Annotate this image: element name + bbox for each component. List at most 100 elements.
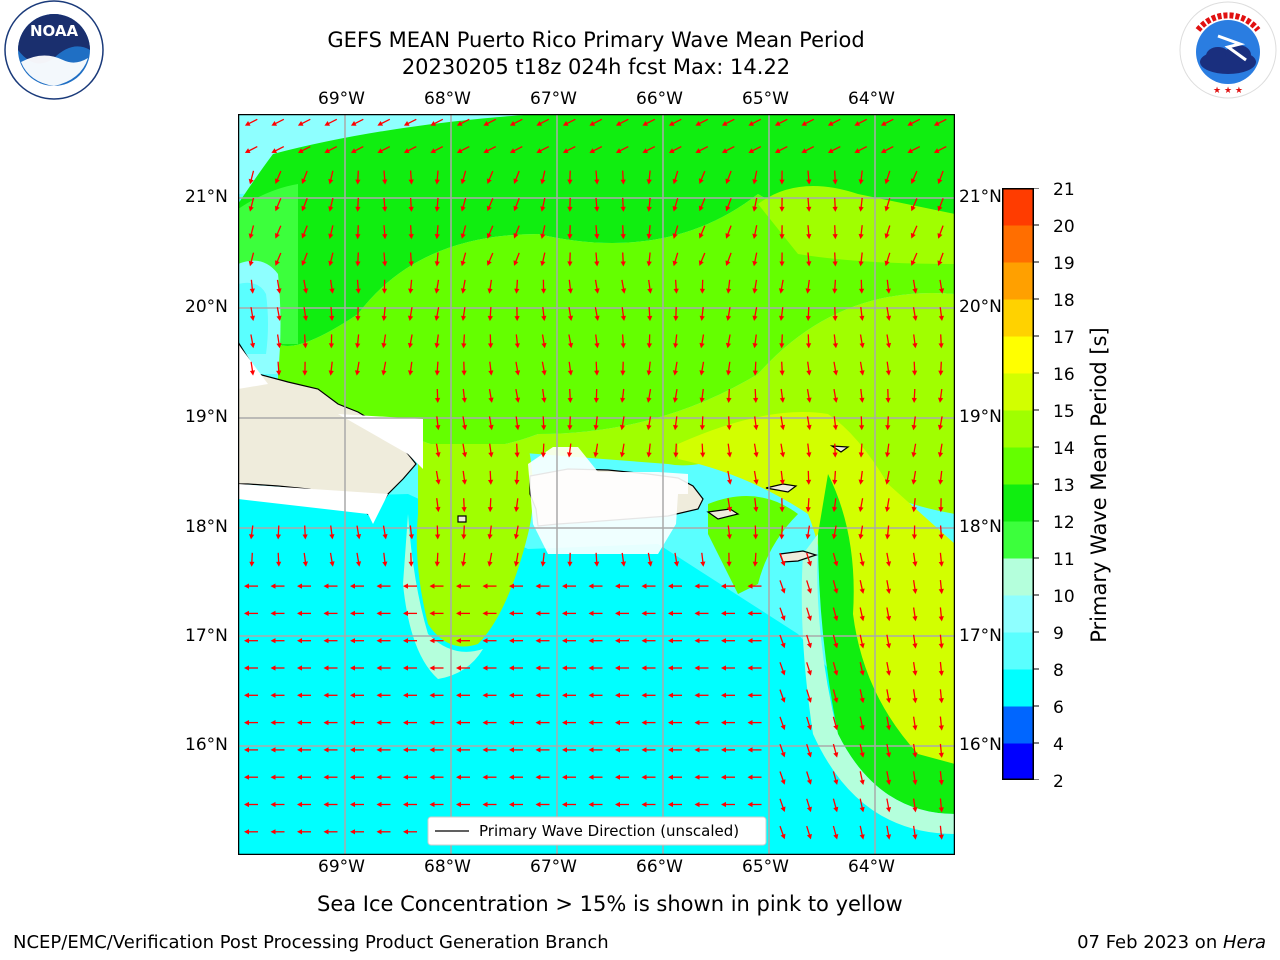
- colorbar-swatch-14: [1002, 225, 1034, 263]
- colorbar-swatch-9: [1002, 410, 1034, 448]
- wave-arrow-head-459: [297, 638, 302, 644]
- wave-arrow-head-201: [567, 315, 574, 321]
- cbar-tick-19: 19: [1053, 254, 1075, 274]
- wave-arrow-head-592: [244, 774, 249, 780]
- wave-arrow-head-368: [753, 534, 759, 540]
- noaa-logo: NOAA: [3, 0, 105, 100]
- wave-arrow-head-32: [377, 148, 383, 153]
- wave-arrow-head-587: [833, 752, 839, 758]
- wave-arrow-head-318: [646, 452, 652, 458]
- wave-arrow-head-294: [541, 425, 547, 431]
- wave-arrow-head-288: [911, 397, 917, 403]
- wave-arrow-head-207: [725, 315, 732, 321]
- wave-arrow-head-588: [859, 752, 865, 758]
- wave-arrow-head-36: [483, 148, 489, 153]
- wave-arrow-head-507: [859, 670, 865, 676]
- wave-arrow-head-460: [323, 638, 329, 644]
- wave-arrow-head-435: [376, 610, 382, 616]
- wave-arrow-head-107: [937, 205, 943, 212]
- lon-label-bottom-64w: 64°W: [848, 857, 895, 877]
- wave-arrow-head-585: [780, 751, 786, 758]
- wave-arrow-head-645: [938, 807, 944, 813]
- wave-arrow-head-168: [408, 288, 414, 294]
- wave-arrow-head-552: [615, 720, 620, 726]
- wave-arrow-head-489: [376, 665, 382, 671]
- wave-arrow-head-644: [912, 807, 918, 813]
- wave-arrow-head-445: [641, 610, 647, 616]
- wave-arrow-head-298: [646, 424, 652, 431]
- lon-label-top-69w: 69°W: [318, 89, 365, 109]
- wave-arrow-head-22: [827, 121, 834, 126]
- wave-arrow-head-483: [938, 643, 944, 649]
- wave-arrow-head-112: [355, 234, 361, 240]
- wave-arrow-head-136: [275, 260, 280, 266]
- wave-arrow-head-26: [933, 121, 940, 126]
- wave-arrow-head-299: [673, 424, 679, 431]
- wave-arrow-head-260: [699, 370, 705, 376]
- wave-arrow-head-52: [907, 148, 913, 153]
- wave-arrow-head-248: [381, 370, 387, 376]
- wave-arrow-head-658: [912, 834, 918, 840]
- wave-arrow-head-17: [695, 121, 701, 126]
- wave-arrow-head-109: [275, 233, 280, 239]
- wave-arrow-head-292: [488, 424, 494, 431]
- lon-label-top-68w: 68°W: [424, 89, 471, 109]
- wave-arrow-head-90: [486, 205, 492, 212]
- wave-arrow-head-87: [408, 206, 414, 212]
- wave-arrow-head-175: [594, 288, 600, 294]
- wave-arrow-head-186: [885, 288, 891, 294]
- wave-arrow-head-151: [672, 260, 678, 267]
- wave-arrow-head-120: [567, 234, 573, 240]
- wave-arrow-head-601: [482, 774, 488, 780]
- colorbar-swatch-13: [1002, 262, 1034, 300]
- cbar-tick-4: 4: [1053, 735, 1064, 755]
- wave-arrow-head-568: [323, 747, 329, 753]
- wave-arrow-head-428: [912, 588, 918, 594]
- wave-arrow-head-624: [376, 801, 382, 808]
- wave-arrow-head-85: [355, 206, 361, 212]
- lat-label-left-19n: 19°N: [185, 407, 228, 427]
- wave-arrow-head-161: [937, 260, 943, 266]
- wave-arrow-head-519: [456, 692, 461, 698]
- chart-subtitle: 20230205 t18z 024h fcst Max: 14.22: [401, 55, 791, 79]
- wave-arrow-head-409: [403, 583, 408, 589]
- wave-arrow-head-469: [562, 638, 567, 644]
- colorbar: [1002, 187, 1039, 781]
- colorbar-swatch-11: [1002, 336, 1034, 374]
- wave-arrow-head-347: [726, 506, 733, 513]
- lat-label-right-21n: 21°N: [959, 187, 1002, 207]
- wave-arrow-head-632: [588, 801, 594, 808]
- wave-arrow-head-131: [858, 233, 864, 240]
- wave-arrow-head-392: [673, 561, 680, 567]
- wave-arrow-head-354: [911, 506, 917, 513]
- wave-arrow-head-598: [403, 774, 408, 780]
- wave-arrow-head-367: [726, 534, 732, 540]
- wave-arrow-head-569: [350, 747, 355, 753]
- wave-arrow-head-453: [859, 615, 865, 622]
- wave-arrow-head-591: [938, 752, 944, 758]
- footer-organization: NCEP/EMC/Verification Post Processing Pr…: [13, 932, 609, 953]
- wave-arrow-head-211: [832, 316, 838, 322]
- wave-arrow-head-546: [456, 720, 461, 726]
- wave-arrow-head-282: [753, 397, 759, 403]
- lat-label-right-18n: 18°N: [959, 517, 1002, 537]
- wave-arrow-head-544: [403, 720, 408, 726]
- wave-arrow-head-387: [540, 561, 546, 567]
- wave-arrow-head-484: [244, 665, 249, 671]
- wave-arrow-head-304: [806, 424, 812, 431]
- wave-arrow-head-303: [780, 424, 786, 431]
- wave-arrow-head-418: [641, 583, 647, 589]
- wave-arrow-head-405: [297, 583, 302, 589]
- wave-arrow-head-447: [694, 610, 700, 616]
- wave-arrow-head-605: [588, 774, 594, 780]
- wave-arrow-head-42: [642, 148, 648, 153]
- wave-arrow-head-66: [567, 179, 573, 185]
- wave-arrow-head-325: [832, 452, 838, 458]
- wave-arrow-head-266: [859, 370, 865, 376]
- wave-arrow-head-514: [323, 692, 329, 698]
- wave-arrow-head-478: [806, 642, 812, 649]
- wave-arrow-head-656: [859, 834, 865, 840]
- wave-arrow-head-58: [355, 179, 361, 185]
- wave-arrow-head-200: [541, 315, 547, 322]
- nws-logo: ★ ★ ★: [1178, 0, 1278, 100]
